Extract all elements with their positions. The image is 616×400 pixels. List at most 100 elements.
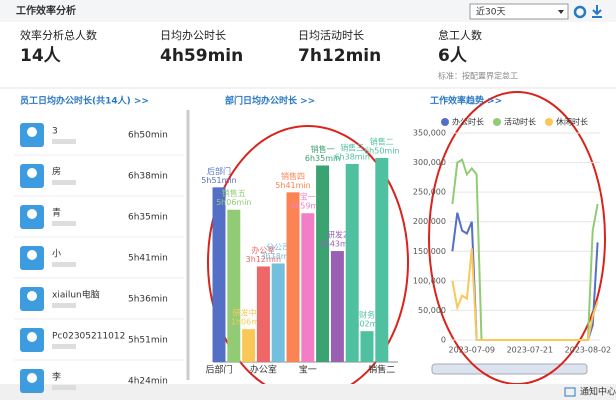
bar-value-label: 6h35min [305, 154, 340, 163]
employee-sub [52, 180, 76, 185]
bar-value-label: 3h43min [320, 240, 355, 249]
bar [330, 251, 344, 362]
employee-time: 5h51min [128, 336, 168, 346]
stat-note: 标准：按配置界定怠工 [438, 71, 518, 81]
bar [301, 213, 315, 362]
stat-label: 日均办公时长 [160, 29, 226, 42]
page-title: 工作效率分析 [16, 4, 76, 17]
series-line [451, 248, 599, 341]
avatar-head [27, 291, 37, 301]
stat-label: 效率分析总人数 [20, 28, 97, 42]
avatar-head [27, 332, 37, 342]
employee-sub [52, 221, 76, 226]
panel-title[interactable]: 部门日均办公时长 >> [225, 95, 315, 107]
employee-time: 6h50min [128, 131, 168, 141]
stat-label: 日均活动时长 [298, 29, 364, 42]
employee-name[interactable]: 小 [52, 249, 61, 260]
x-tick-label: 2023-07-21 [507, 346, 554, 355]
x-tick-label: 后部门 [205, 364, 232, 376]
employee-time: 4h24min [128, 377, 168, 387]
bar-value-label: 1h02min [349, 320, 384, 329]
bar [271, 263, 285, 362]
download-icon[interactable] [592, 5, 602, 18]
x-tick-label: 2023-07-09 [449, 346, 496, 355]
bar-name: 销售四 [281, 171, 305, 181]
notice-icon [564, 387, 576, 397]
bar-value-label: 3h12min [246, 255, 281, 264]
employee-time: 5h36min [128, 295, 168, 305]
x-tick-label: 办公室 [250, 364, 277, 376]
avatar-head [27, 127, 37, 137]
employee-name[interactable]: 3 [52, 127, 58, 137]
bar-name: 办公室 [251, 245, 275, 255]
bar-value-label: 6h50min [364, 147, 399, 156]
employee-sub [52, 303, 76, 308]
notice-center[interactable]: 通知中心 [580, 386, 616, 398]
stat-label: 怠工人数 [438, 28, 482, 42]
bar-value-label: 1h06min [231, 318, 266, 327]
status-bar [0, 384, 616, 400]
bar-value-label: 6h38min [334, 152, 369, 161]
bar-value-label: 5h51min [201, 176, 236, 185]
bar-value-label: 4h59min [290, 202, 325, 211]
avatar-head [27, 209, 37, 219]
y-tick-label: 100,000 [413, 276, 446, 285]
bar [375, 158, 389, 362]
bar [316, 165, 330, 362]
zoom-slider[interactable] [431, 363, 588, 375]
bar-name: 宝一 [300, 192, 316, 202]
range-text: 近30天 [476, 6, 505, 18]
bar [212, 187, 226, 362]
x-tick-label: 销售二 [368, 364, 395, 376]
avatar-head [27, 168, 37, 178]
employee-time: 6h35min [128, 213, 168, 223]
bar-value-label: 3h18min [260, 252, 295, 261]
stat-value: 4h59min [160, 46, 243, 66]
x-tick-label: 宝一 [299, 364, 317, 376]
range-select[interactable] [469, 3, 569, 20]
bar-name: 研发中心 [233, 308, 265, 318]
y-tick-label: 300,000 [413, 158, 446, 167]
stat-value: 14人 [20, 46, 62, 66]
legend-label[interactable]: 办公时长 [452, 117, 484, 127]
header-bar [0, 0, 616, 22]
settings-icon[interactable] [573, 5, 587, 19]
y-tick-label: 50,000 [418, 306, 446, 315]
stat-value: 7h12min [298, 46, 381, 66]
x-tick-label: 2023-08-02 [565, 346, 612, 355]
employee-sub [52, 262, 76, 267]
employee-sub [52, 385, 76, 390]
employee-name[interactable]: 房 [52, 166, 61, 178]
bar-name: 分公司 [266, 243, 290, 252]
bar-name: 后部门 [207, 166, 231, 176]
employee-sub [52, 139, 76, 144]
y-tick-label: 0 [441, 336, 446, 345]
employee-time: 6h38min [128, 172, 168, 182]
y-tick-label: 200,000 [413, 217, 446, 226]
bar-name: 销售一 [311, 144, 335, 154]
bar [242, 329, 256, 362]
legend-label[interactable]: 休闲时长 [556, 117, 588, 127]
employee-name[interactable]: 青 [52, 207, 61, 219]
select-arrow [558, 10, 564, 14]
y-tick-label: 250,000 [413, 188, 446, 197]
bar-name: 销售五 [222, 188, 246, 198]
employee-name[interactable]: Pc02305211012 [52, 332, 125, 342]
panel-title[interactable]: 工作效率趋势 >> [430, 95, 502, 107]
employee-time: 5h41min [128, 254, 168, 264]
bar [360, 331, 374, 362]
avatar-head [27, 250, 37, 260]
legend-marker[interactable] [545, 118, 553, 126]
bar-value-label: 5h06min [216, 198, 251, 207]
employee-sub [52, 344, 76, 349]
employee-name[interactable]: xiailun电脑 [52, 289, 100, 301]
panel-title[interactable]: 员工日均办公时长(共14人) >> [20, 95, 149, 107]
legend-marker[interactable] [441, 118, 449, 126]
avatar-head [27, 373, 37, 383]
bar-name: 财务 [359, 310, 375, 320]
employee-name[interactable]: 李 [52, 371, 61, 383]
legend-marker[interactable] [493, 118, 501, 126]
bar-name: 研发2 [327, 230, 348, 240]
bar [345, 163, 359, 362]
legend-label[interactable]: 活动时长 [504, 117, 536, 127]
